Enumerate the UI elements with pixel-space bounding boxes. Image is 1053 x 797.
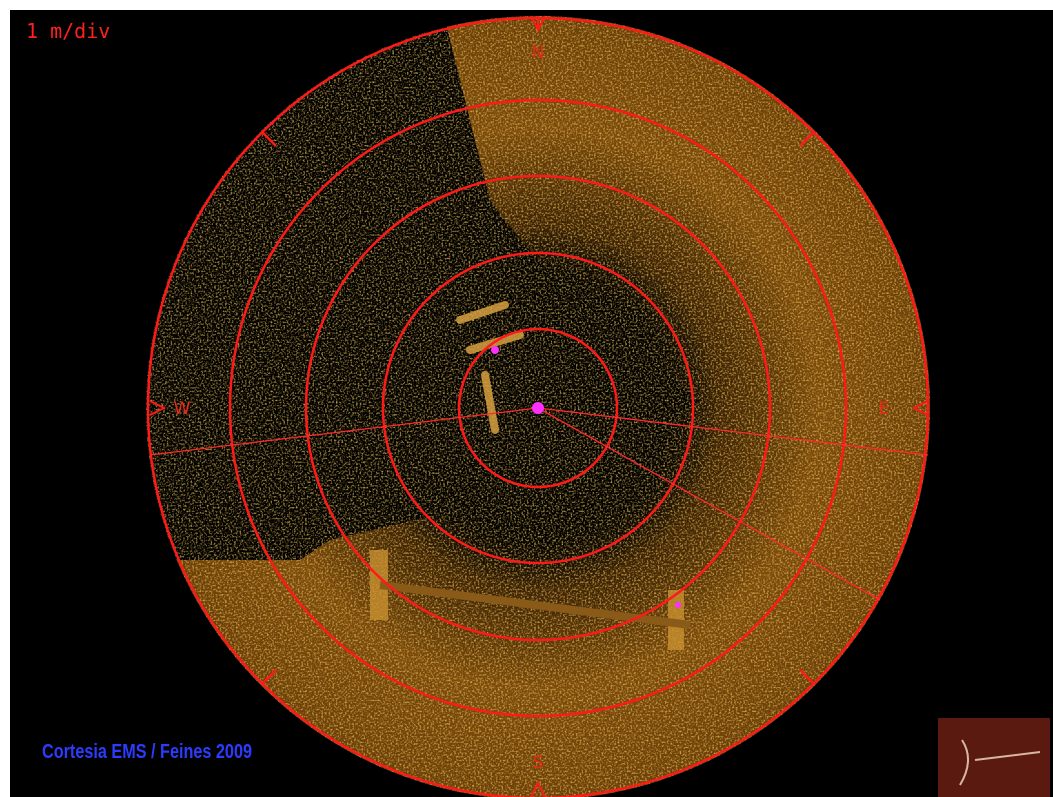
marker (491, 346, 499, 354)
compass-east: E (879, 399, 890, 419)
scale-label: 1 m/div (26, 19, 110, 43)
compass-south: S (533, 753, 544, 773)
pier-post (370, 550, 388, 620)
sonar-head (532, 402, 544, 414)
compass-north: N (532, 43, 545, 63)
compass-arrows (149, 15, 929, 797)
marker (675, 602, 681, 608)
club-logo (938, 718, 1050, 797)
beam-lines (149, 407, 929, 601)
compass-west: W (174, 399, 191, 419)
credit: Cortesia EMS / Feines 2009 (42, 741, 252, 763)
